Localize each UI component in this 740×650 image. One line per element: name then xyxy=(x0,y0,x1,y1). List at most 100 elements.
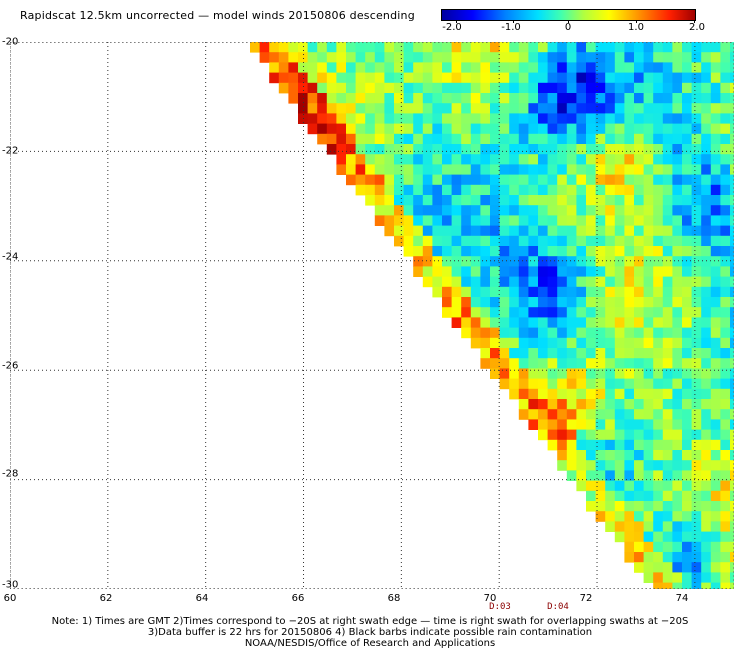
wind-cell xyxy=(634,42,644,53)
wind-cell xyxy=(461,62,472,73)
wind-cell xyxy=(672,327,683,339)
wind-cell xyxy=(691,93,702,104)
wind-cell xyxy=(490,327,500,339)
wind-cell xyxy=(624,327,635,339)
map-plot-area[interactable] xyxy=(10,42,734,589)
wind-cell xyxy=(336,103,347,114)
wind-cell xyxy=(614,307,625,318)
wind-cell xyxy=(730,388,734,400)
wind-cell xyxy=(653,154,664,165)
wind-cell xyxy=(576,113,587,124)
wind-cell xyxy=(662,490,673,502)
wind-cell xyxy=(509,133,520,145)
wind-cell xyxy=(672,144,683,155)
wind-cell xyxy=(662,276,673,288)
wind-cell xyxy=(653,195,664,206)
wind-cell xyxy=(701,501,712,512)
wind-cell xyxy=(518,103,529,114)
wind-cell xyxy=(490,368,500,379)
wind-cell xyxy=(422,154,433,165)
wind-cell xyxy=(672,52,683,63)
wind-cell xyxy=(605,358,616,369)
wind-cell xyxy=(682,256,692,267)
wind-cell xyxy=(701,429,712,441)
wind-cell xyxy=(557,133,568,145)
wind-cell xyxy=(710,358,721,369)
wind-cell xyxy=(528,72,539,84)
wind-cell xyxy=(528,133,539,145)
wind-cell xyxy=(394,174,404,186)
wind-cell xyxy=(518,82,529,94)
wind-anomaly-map[interactable] xyxy=(10,42,734,589)
wind-cell xyxy=(538,358,548,369)
wind-cell xyxy=(653,480,664,492)
wind-cell xyxy=(634,541,644,553)
wind-cell xyxy=(634,225,644,237)
wind-cell xyxy=(653,378,664,390)
wind-cell xyxy=(672,531,683,543)
wind-cell xyxy=(576,256,587,267)
wind-cell xyxy=(682,531,692,543)
wind-cell xyxy=(538,399,548,410)
wind-cell xyxy=(605,399,616,410)
wind-cell xyxy=(490,113,500,124)
wind-cell xyxy=(480,317,491,328)
wind-cell xyxy=(595,388,606,400)
wind-cell xyxy=(480,256,491,267)
wind-cell xyxy=(643,419,654,430)
wind-cell xyxy=(720,368,731,379)
wind-cell xyxy=(394,133,404,145)
wind-cell xyxy=(499,164,510,175)
wind-cell xyxy=(643,164,654,175)
wind-cell xyxy=(547,348,558,359)
wind-cell xyxy=(720,572,731,583)
wind-cell xyxy=(586,480,596,492)
wind-cell xyxy=(720,480,731,492)
wind-cell xyxy=(480,113,491,124)
wind-cell xyxy=(595,123,606,135)
wind-cell xyxy=(557,388,568,400)
wind-cell xyxy=(576,337,587,349)
wind-cell xyxy=(528,205,539,216)
wind-cell xyxy=(653,225,664,237)
wind-cell xyxy=(576,419,587,430)
wind-cell xyxy=(662,82,673,94)
wind-cell xyxy=(701,164,712,175)
wind-cell xyxy=(730,531,734,543)
wind-cell xyxy=(528,276,539,288)
wind-cell xyxy=(614,72,625,84)
wind-cell xyxy=(509,103,520,114)
wind-cell xyxy=(672,235,683,247)
wind-cell xyxy=(682,337,692,349)
wind-cell xyxy=(461,327,472,339)
wind-cell xyxy=(442,42,452,53)
wind-cell xyxy=(605,378,616,390)
wind-cell xyxy=(499,256,510,267)
wind-cell xyxy=(528,246,539,257)
wind-cell xyxy=(720,327,731,339)
wind-cell xyxy=(710,297,721,308)
wind-cell xyxy=(480,358,491,369)
wind-cell xyxy=(490,195,500,206)
wind-cell xyxy=(614,317,625,328)
wind-cell xyxy=(672,82,683,94)
colorbar-tick-label: -2.0 xyxy=(442,22,462,33)
wind-cell xyxy=(691,358,702,369)
wind-cell xyxy=(576,348,587,359)
wind-cell xyxy=(691,256,702,267)
wind-cell xyxy=(624,266,635,277)
wind-cell xyxy=(653,62,664,73)
wind-cell xyxy=(480,184,491,196)
wind-cell xyxy=(432,164,443,175)
wind-cell xyxy=(643,72,654,84)
wind-cell xyxy=(470,246,481,257)
wind-cell xyxy=(643,439,654,451)
wind-cell xyxy=(595,195,606,206)
wind-cell xyxy=(538,429,548,441)
wind-cell xyxy=(557,144,568,155)
wind-cell xyxy=(605,72,616,84)
wind-cell xyxy=(422,164,433,175)
wind-cell xyxy=(586,317,596,328)
wind-cell xyxy=(605,501,616,512)
wind-cell xyxy=(576,225,587,237)
